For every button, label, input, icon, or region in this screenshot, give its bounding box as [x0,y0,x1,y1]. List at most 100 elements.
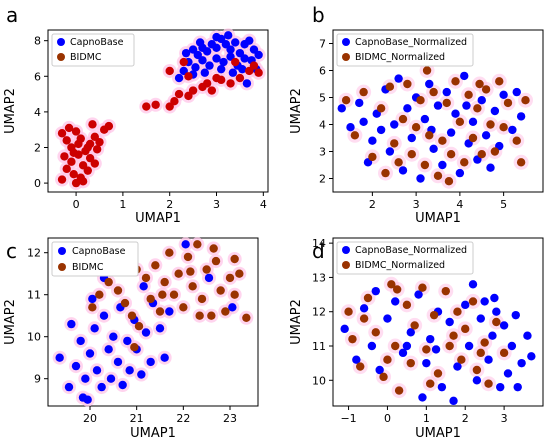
point-b-capnobase_normalized-0 [337,104,346,113]
panel-a: a 0 1 2 3 4 0 2 4 6 8 UMAP1 UMAP2 CapnoBase BIDMC [3,3,269,226]
point-d-capnobase_normalized-6 [391,297,400,306]
point-b-bidmc_normalized-25 [473,104,482,113]
point-c-bidmc-28 [134,322,144,331]
point-d-bidmc_normalized-8 [394,386,404,395]
point-c-capnobase-35 [78,393,88,402]
point-a-bidmc-35 [202,79,212,88]
point-b-bidmc_normalized-32 [503,98,513,108]
point-a-bidmc-49 [69,148,78,158]
point-d-capnobase_normalized-14 [445,317,454,327]
point-a-bidmc-42 [179,57,188,67]
point-c-bidmc-31 [209,244,218,253]
point-b-bidmc_normalized-22 [460,158,469,167]
xtick-label-d-1: 0 [384,412,391,425]
point-d-capnobase_normalized-10 [422,358,431,368]
panel-letter-b: b [312,3,325,27]
point-b-capnobase_normalized-11 [403,104,412,113]
point-d-capnobase_normalized-5 [383,314,392,323]
point-b-bidmc_normalized-0 [341,96,351,105]
point-a-bidmc-43 [165,66,174,76]
point-a-bidmc-44 [184,72,193,81]
point-d-bidmc_normalized-17 [445,341,454,351]
legend-marker-capnobase-d [342,246,350,254]
ytick-label-d-0: 10 [312,374,326,387]
point-c-capnobase-31 [228,303,237,312]
point-c-bidmc-33 [195,311,204,320]
point-c-bidmc-15 [183,252,193,262]
point-a-capnobase-10 [231,38,240,47]
ytick-label-a-3: 6 [34,70,41,83]
point-b-bidmc_normalized-27 [481,85,491,94]
point-c-capnobase-4 [81,374,90,383]
point-b-bidmc_normalized-33 [512,136,521,145]
point-a-capnobase-9 [226,45,235,54]
point-d-capnobase_normalized-20 [480,297,489,306]
point-a-bidmc-45 [231,57,240,67]
xtick-label-a-3: 3 [213,198,220,211]
xtick-label-c-1: 21 [130,412,144,425]
point-b-bidmc_normalized-4 [376,104,386,113]
ytick-label-c-3: 12 [27,247,41,260]
legend-marker-bidmc-d [342,261,350,269]
legend-marker-bidmc-c [58,263,66,271]
axes-c: 20 21 22 23 9 10 11 12 [27,247,237,425]
point-d-bidmc_normalized-18 [453,307,462,316]
point-c-bidmc-1 [95,290,104,299]
point-d-capnobase_normalized-4 [375,365,384,375]
point-c-bidmc-22 [216,286,225,295]
point-b-capnobase_normalized-35 [516,112,526,121]
point-a-bidmc-27 [142,102,151,111]
point-b-bidmc_normalized-35 [516,158,526,167]
axes-b: 2 3 4 5 2 3 4 5 6 7 [319,38,507,212]
point-d-capnobase_normalized-26 [503,369,513,378]
point-b-capnobase_normalized-8 [390,120,399,129]
point-d-capnobase_normalized-35 [371,286,380,296]
point-d-bidmc_normalized-10 [406,358,415,368]
point-a-capnobase-17 [198,56,207,65]
point-b-capnobase_normalized-20 [442,87,451,97]
point-a-bidmc-23 [104,121,114,131]
xtick-label-c-2: 22 [176,412,190,425]
legend-label-capnobase-b: CapnoBase_Normalized [355,37,467,48]
point-d-bidmc_normalized-12 [418,283,427,292]
point-d-capnobase_normalized-30 [523,331,532,340]
point-a-capnobase-35 [254,50,263,60]
point-b-capnobase_normalized-30 [486,163,495,172]
point-a-capnobase-28 [200,68,210,77]
point-d-capnobase_normalized-25 [499,321,509,330]
xtick-label-b-1: 3 [413,198,420,211]
point-c-capnobase-11 [104,345,113,354]
point-b-bidmc_normalized-31 [499,123,508,132]
point-b-bidmc_normalized-24 [468,133,478,143]
xlabel-d: UMAP1 [415,426,461,441]
point-a-capnobase-29 [216,64,226,74]
point-d-bidmc_normalized-22 [472,365,482,375]
ytick-label-b-5: 7 [319,38,326,51]
point-a-bidmc-36 [207,86,217,95]
point-a-capnobase-23 [240,54,249,63]
point-d-bidmc_normalized-20 [461,324,470,334]
point-d-capnobase_normalized-23 [492,307,501,316]
point-c-capnobase-30 [204,273,214,283]
point-d-bidmc_normalized-32 [392,285,402,294]
point-c-capnobase-1 [64,382,74,392]
point-a-bidmc-19 [78,177,88,186]
legend-box-b [336,33,474,67]
point-b-bidmc_normalized-23 [464,90,473,100]
ytick-label-d-1: 11 [312,340,326,353]
point-c-capnobase-6 [85,349,95,358]
point-c-capnobase-7 [90,324,99,333]
point-c-bidmc-6 [141,273,151,283]
xtick-label-d-0: −1 [340,412,356,425]
point-b-bidmc_normalized-12 [416,96,425,105]
point-d-capnobase_normalized-39 [513,382,522,392]
point-a-bidmc-33 [188,86,198,95]
point-b-capnobase_normalized-7 [385,147,395,156]
ytick-label-a-4: 8 [34,35,41,48]
point-b-bidmc_normalized-34 [521,96,530,105]
point-b-bidmc_normalized-6 [390,139,399,148]
xtick-label-a-1: 1 [119,198,126,211]
point-b-bidmc_normalized-15 [429,87,438,97]
